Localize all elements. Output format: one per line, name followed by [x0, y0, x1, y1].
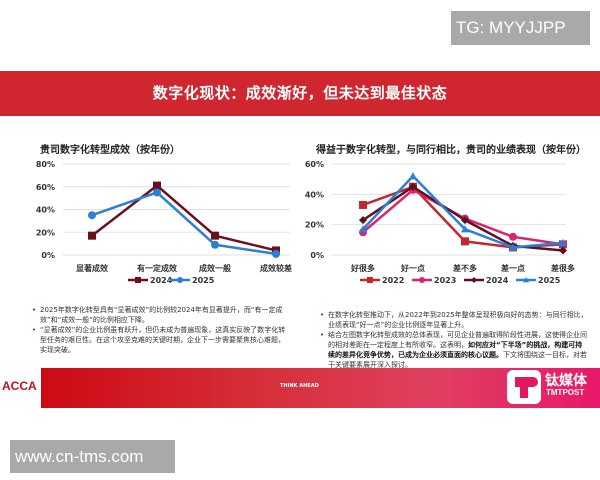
y-tick-label: 80% [36, 160, 55, 169]
svg-text:2025: 2025 [538, 276, 561, 285]
x-tick-label: 有一定成效 [137, 263, 177, 273]
left-note-2: “显著成效”的企业比例虽有跃升，但仍未成为普遍现象，这真实反映了数字化转型任务的… [32, 325, 290, 355]
right-note-2-text: 结合左图数字化转型成效的总体表现，可见企业普遍取得阶段性进展，这使得企业间的相对… [328, 331, 587, 349]
right-note-1: 在数字化转型推动下，从2022年到2025年整体呈现积极向好的态势：与同行相比，… [320, 310, 588, 330]
footer-tagline: THINK AHEAD [280, 383, 319, 389]
tmtpost-logo-en: TMTPOST [546, 388, 585, 397]
x-tick-label: 差一点 [500, 263, 525, 273]
x-tick-label: 显著成效 [76, 263, 108, 273]
tmtpost-logo-cn: 钛媒体 [545, 373, 587, 389]
legend-item-2024: 2024 [464, 276, 509, 285]
y-tick-label: 40% [36, 206, 55, 215]
y-tick-label: 40% [305, 190, 324, 199]
svg-text:2023: 2023 [434, 276, 456, 285]
x-tick-label: 成效一般 [199, 263, 231, 273]
svg-text:2024: 2024 [486, 276, 509, 285]
x-tick-label: 好很多 [350, 263, 375, 273]
y-tick-label: 0% [41, 251, 55, 260]
right-note-2-tail: 下文将围绕这一目标，对若干关键要素展开深入探讨。 [328, 351, 587, 369]
y-tick-label: 60% [305, 160, 324, 169]
right-notes: 在数字化转型推动下，从2022年到2025年整体呈现积极向好的态势：与同行相比，… [318, 310, 588, 370]
legend-item-2022: 2022 [360, 276, 404, 285]
watermark-top: TG: MYYJJPP [451, 11, 590, 45]
y-tick-label: 20% [305, 221, 324, 230]
legend-item-2023: 2023 [412, 276, 456, 285]
right-chart: 0% 20% 40% 60% 好很多 好一点 差不多 差一点 差很多 2022 2023 2024 20… [305, 160, 575, 285]
footer-bar [41, 368, 600, 408]
page-title: 数字化现状：成效渐好，但未达到最佳状态 [0, 71, 600, 116]
x-tick-label: 好一点 [400, 263, 425, 273]
left-chart-title: 贵司数字化转型成效（按年份） [40, 145, 180, 156]
svg-text:2025: 2025 [192, 276, 215, 285]
y-tick-label: 60% [36, 183, 55, 192]
x-tick-label: 差很多 [550, 263, 575, 273]
tmtpost-logo-icon [507, 370, 541, 404]
svg-text:2024: 2024 [150, 276, 173, 285]
x-tick-label: 成效较差 [260, 263, 292, 273]
legend-item-2025: 2025 [170, 276, 215, 285]
left-note-1: 2025年数字化转型具有“显著成效”的比例较2024年有显著提升，而“有一定成效… [32, 305, 290, 325]
left-notes: 2025年数字化转型具有“显著成效”的比例较2024年有显著提升，而“有一定成效… [30, 305, 290, 355]
acca-logo: ACCA [2, 379, 37, 393]
x-tick-label: 差不多 [452, 263, 477, 273]
watermark-bottom: www.cn-tms.com [10, 440, 175, 473]
series-2025 [359, 172, 567, 251]
y-tick-label: 20% [36, 228, 55, 237]
svg-text:2022: 2022 [382, 276, 404, 285]
right-note-2: 结合左图数字化转型成效的总体表现，可见企业普遍取得阶段性进展，这使得企业间的相对… [320, 330, 588, 370]
legend-item-2024: 2024 [128, 276, 173, 285]
right-note-2-bold: 如何应对“下半场”的挑战，构建可持续的差异化竞争优势，已成为企业必须直面的核心议… [328, 341, 583, 359]
footer-left-panel [0, 368, 41, 408]
right-chart-title: 得益于数字化转型，与同行相比，贵司的业绩表现（按年份） [316, 145, 586, 156]
legend-item-2025: 2025 [516, 276, 561, 285]
series-2025 [88, 188, 280, 258]
y-tick-label: 0% [310, 251, 324, 260]
left-chart: 0% 20% 40% 60% 80% 显著成效 有一定成效 成效一般 成效较差 2024 2025 [36, 160, 292, 285]
